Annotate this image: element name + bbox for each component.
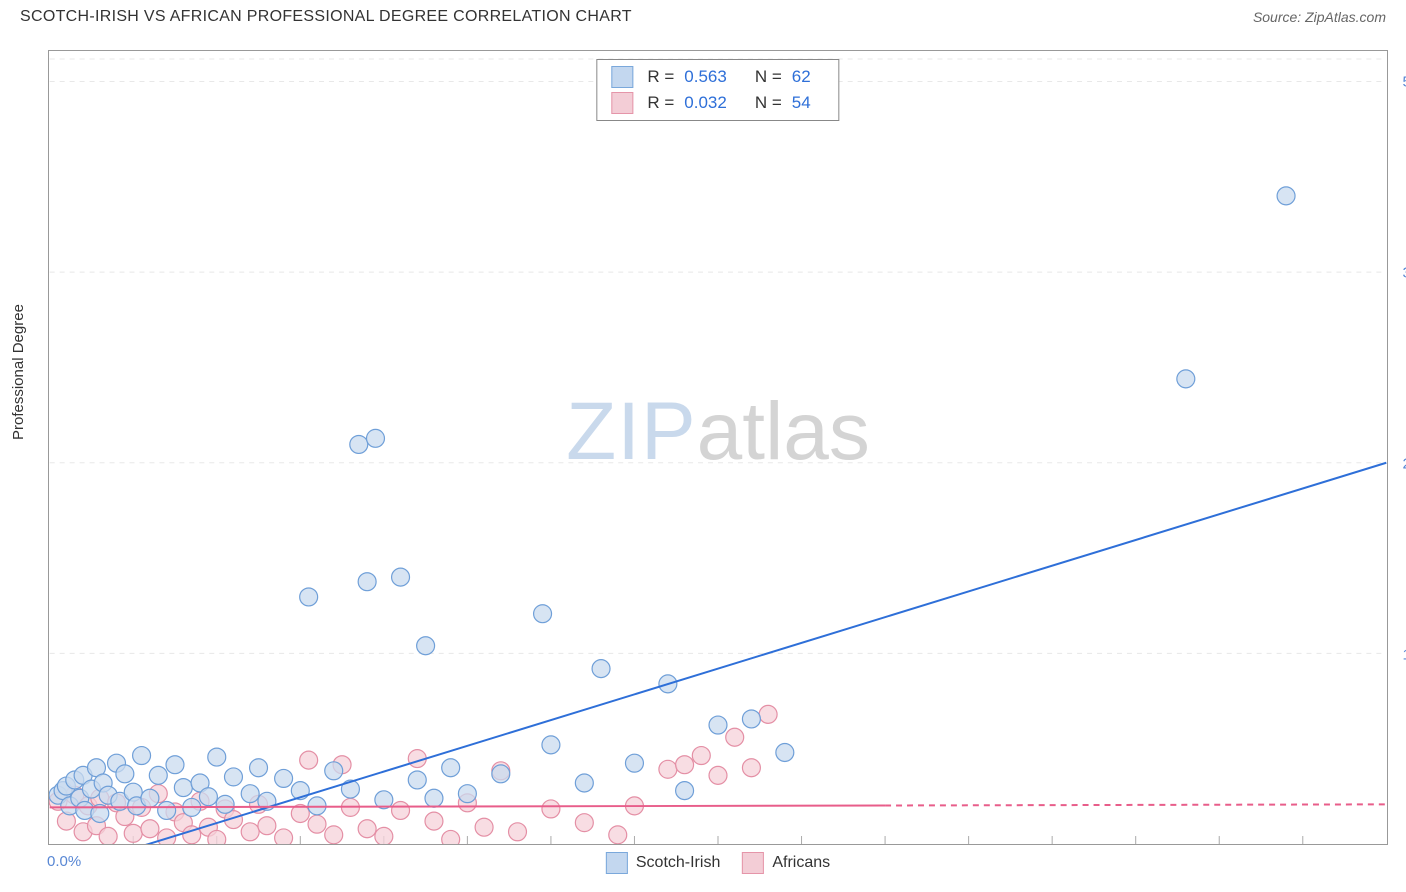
bottom-legend-item: Africans — [742, 852, 830, 874]
stat-n-value: 62 — [792, 67, 811, 87]
legend-label: Africans — [772, 854, 830, 872]
chart-title: SCOTCH-IRISH VS AFRICAN PROFESSIONAL DEG… — [20, 8, 632, 26]
bottom-legend: Scotch-Irish Africans — [606, 852, 830, 874]
legend-swatch-icon — [606, 852, 628, 874]
legend-stats-row: R = 0.032 N = 54 — [597, 90, 838, 116]
y-tick-label: 37.5% — [1402, 264, 1406, 281]
y-axis-label: Professional Degree — [10, 304, 27, 440]
legend-label: Scotch-Irish — [636, 854, 720, 872]
legend-swatch-icon — [611, 66, 633, 88]
legend-swatch-icon — [611, 92, 633, 114]
x-axis-origin-label: 0.0% — [47, 853, 81, 870]
stat-r-label: R = — [647, 93, 674, 113]
header: SCOTCH-IRISH VS AFRICAN PROFESSIONAL DEG… — [0, 0, 1406, 32]
y-tick-label: 25.0% — [1402, 455, 1406, 472]
stat-n-value: 54 — [792, 93, 811, 113]
stat-r-label: R = — [647, 67, 674, 87]
y-tick-label: 50.0% — [1402, 73, 1406, 90]
plot-svg — [49, 51, 1387, 844]
legend-stats-row: R = 0.563 N = 62 — [597, 64, 838, 90]
stat-r-value: 0.032 — [684, 93, 727, 113]
stat-n-label: N = — [755, 93, 782, 113]
bottom-legend-item: Scotch-Irish — [606, 852, 720, 874]
chart-container: ZIPatlas R =0.563N =62R =0.032N =54 12.5… — [48, 50, 1388, 845]
legend-stats-box: R = 0.563 N = 62 R = 0.032 N = 54 — [596, 59, 839, 121]
legend-swatch-icon — [742, 852, 764, 874]
stat-n-label: N = — [755, 67, 782, 87]
source-label: Source: ZipAtlas.com — [1253, 9, 1386, 25]
stat-r-value: 0.563 — [684, 67, 727, 87]
y-tick-label: 12.5% — [1402, 646, 1406, 663]
